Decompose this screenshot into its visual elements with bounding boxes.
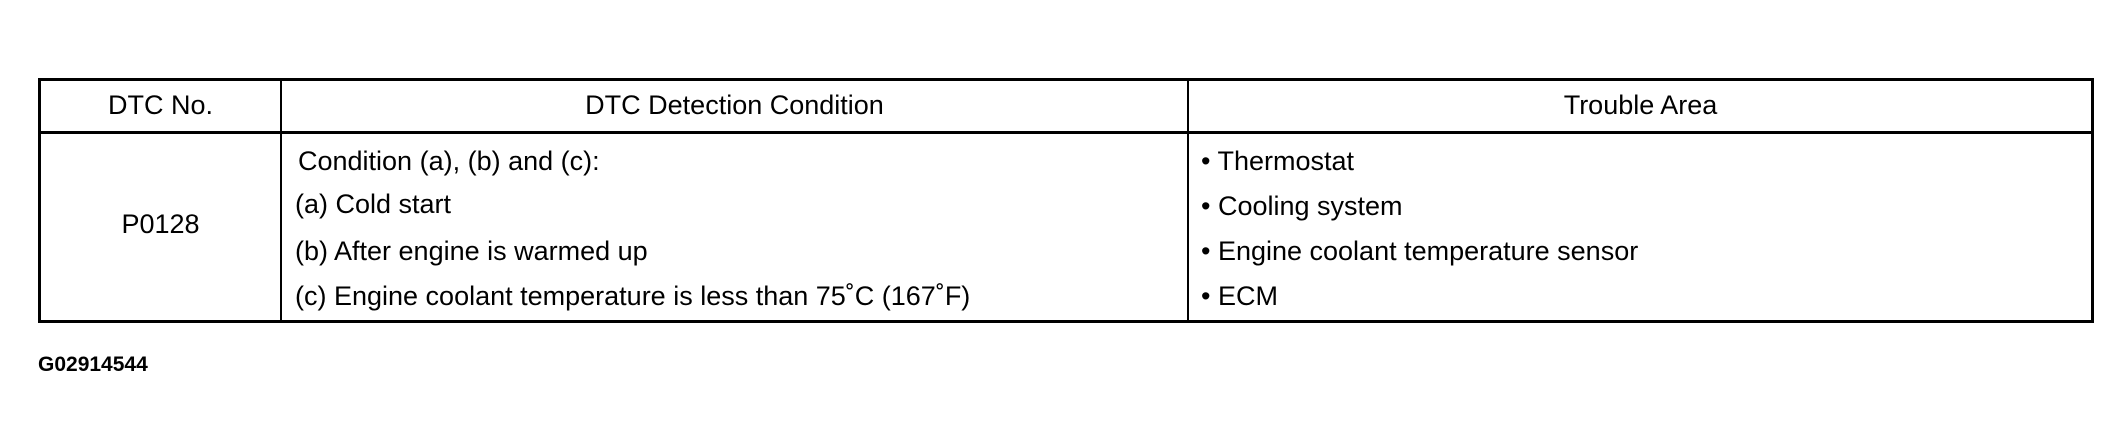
- trouble-area-item: • Cooling system: [1201, 191, 1403, 221]
- figure-id: G02914544: [38, 353, 148, 376]
- trouble-area-item: • ECM: [1201, 281, 1278, 311]
- condition-line: (a) Cold start: [295, 189, 452, 219]
- condition-line: (c) Engine coolant temperature is less t…: [295, 281, 971, 311]
- column-divider: [280, 81, 282, 320]
- header-trouble-area: Trouble Area: [1563, 90, 1718, 120]
- header-dtc-no: DTC No.: [107, 90, 213, 120]
- condition-line: Condition (a), (b) and (c):: [298, 146, 600, 176]
- column-divider: [1187, 81, 1189, 320]
- header-divider: [41, 131, 2091, 134]
- dtc-table: DTC No. DTC Detection Condition Trouble …: [38, 78, 2094, 323]
- condition-line: (b) After engine is warmed up: [295, 236, 648, 266]
- trouble-area-item: • Engine coolant temperature sensor: [1201, 236, 1639, 266]
- header-detection-condition: DTC Detection Condition: [585, 90, 884, 120]
- trouble-area-item: • Thermostat: [1201, 146, 1355, 176]
- dtc-number: P0128: [121, 209, 200, 239]
